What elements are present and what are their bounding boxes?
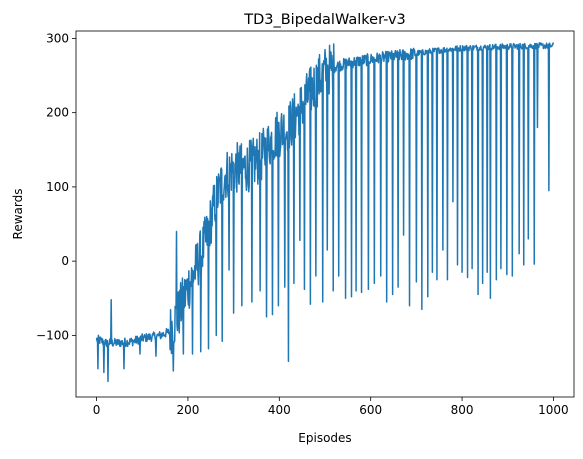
x-tick-label: 800 — [451, 403, 474, 417]
x-tick-label: 400 — [268, 403, 291, 417]
x-axis-label: Episodes — [298, 431, 351, 445]
rewards-series-line — [95, 42, 555, 383]
x-tick-label: 200 — [176, 403, 199, 417]
y-axis-label: Rewards — [11, 189, 25, 240]
y-tick-label: 300 — [46, 31, 69, 45]
plot-frame — [75, 30, 575, 398]
x-axis: 0 200 400 600 800 1000 — [93, 397, 569, 417]
chart-title: TD3_BipedalWalker-v3 — [243, 12, 406, 28]
y-tick-label: 200 — [46, 106, 69, 120]
y-tick-label: 100 — [46, 180, 69, 194]
y-tick-label: 0 — [61, 254, 69, 268]
series-layer — [95, 42, 555, 383]
x-tick-label: 600 — [359, 403, 382, 417]
y-tick-label: −100 — [36, 328, 69, 342]
plot-area — [76, 31, 574, 397]
x-tick-label: 0 — [93, 403, 101, 417]
x-tick-label: 1000 — [538, 403, 569, 417]
y-axis: −100 0 100 200 300 — [36, 31, 76, 342]
